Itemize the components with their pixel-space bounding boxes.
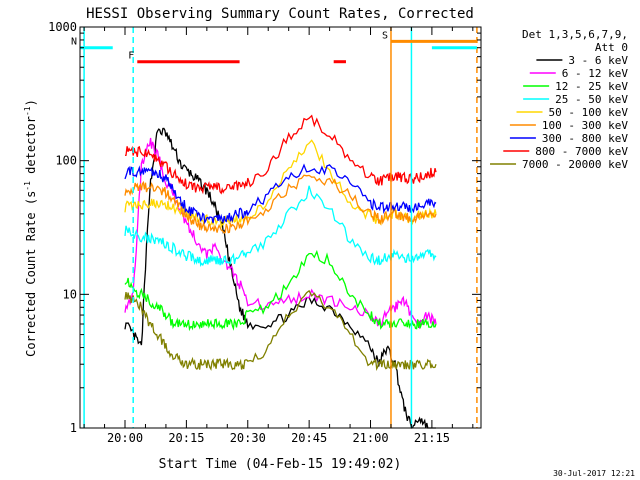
plot-frame [79, 26, 482, 429]
x-tick-label-1: 20:15 [168, 431, 204, 445]
x-tick-label-3: 20:45 [291, 431, 327, 445]
x-tick-label-5: 21:15 [414, 431, 450, 445]
y-tick-label-0: 1 [70, 421, 77, 435]
y-axis-label-prefix: Corrected Count Rate (s [24, 191, 38, 357]
y-axis-label-mid: detector [24, 116, 38, 181]
series-line-5 [124, 174, 437, 234]
series-line-7 [124, 114, 437, 195]
series-line-2 [124, 249, 437, 332]
x-tick-label-2: 20:30 [230, 431, 266, 445]
y-axis-label: Corrected Count Rate (s-1 detector-1) [23, 99, 38, 357]
series-line-6 [124, 163, 437, 225]
x-axis: 20:00 20:15 20:30 20:45 21:00 21:15 [83, 27, 474, 445]
y-axis-label-sup2: -1 [23, 106, 32, 116]
plot-area: N F S [71, 27, 478, 429]
y-axis-label-suffix: ) [24, 99, 38, 106]
series-line-1 [124, 137, 437, 329]
timestamp: 30-Jul-2017 12:21 [553, 469, 635, 478]
y-tick-label-2: 100 [55, 154, 77, 168]
x-tick-label-4: 21:00 [352, 431, 388, 445]
legend-label-4: 50 - 100 keV [549, 106, 629, 119]
legend-title-line-2: Att 0 [595, 41, 628, 54]
x-tick-label-0: 20:00 [107, 431, 143, 445]
x-axis-label: Start Time (04-Feb-15 19:49:02) [159, 457, 402, 472]
flag-label-0: N [71, 37, 77, 48]
y-axis: 1 10 100 1000 [48, 20, 481, 435]
legend-label-0: 3 - 6 keV [568, 54, 628, 67]
y-tick-label-1: 10 [63, 287, 77, 301]
legend-title-line-1: Det 1,3,5,6,7,9, [522, 28, 628, 41]
flag-label-4: S [382, 30, 388, 41]
series-line-8 [124, 289, 437, 371]
legend-label-6: 300 - 800 keV [542, 132, 628, 145]
legend-label-7: 800 - 7000 keV [535, 145, 628, 158]
series-line-3 [124, 185, 437, 267]
legend-label-2: 12 - 25 keV [555, 80, 628, 93]
legend-label-5: 100 - 300 keV [542, 119, 628, 132]
flag-label-2: F [128, 51, 134, 62]
legend-label-3: 25 - 50 keV [555, 93, 628, 106]
y-axis-label-sup1: -1 [23, 181, 32, 191]
y-tick-label-3: 1000 [48, 20, 77, 34]
legend-label-1: 6 - 12 keV [562, 67, 629, 80]
chart-title: HESSI Observing Summary Count Rates, Cor… [86, 6, 474, 22]
series-line-4 [124, 139, 437, 229]
legend-label-8: 7000 - 20000 keV [522, 158, 628, 171]
